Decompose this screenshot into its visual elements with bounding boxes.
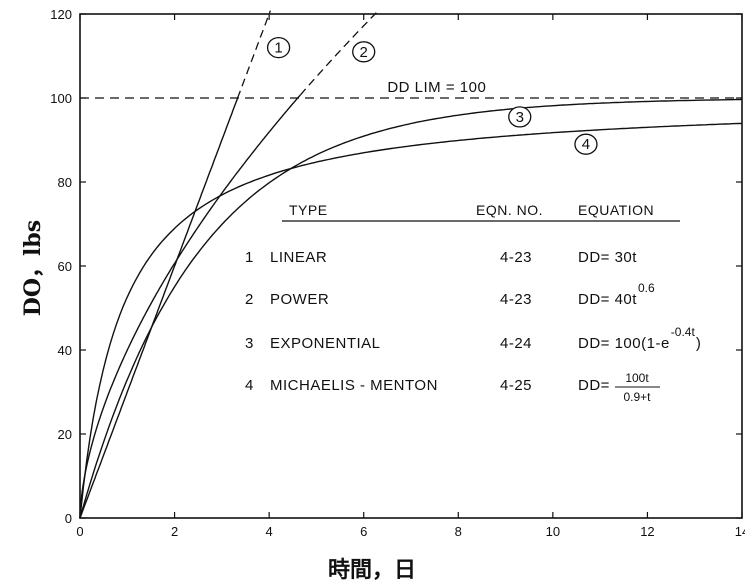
legend-row-type: LINEAR [270, 249, 327, 266]
y-tick-label: 0 [65, 511, 72, 526]
legend-table: TYPE EQN. NO. EQUATION 1 LINEAR 4-23 DD= 30t 2 P… [245, 202, 701, 404]
x-tick-label: 10 [546, 524, 560, 539]
limit-line-group: DD LIM = 100 [80, 79, 742, 99]
curve-label-circle-1 [266, 36, 291, 59]
legend-row-number: 2 [245, 291, 254, 308]
x-axis-title: 時間，日 [328, 557, 416, 583]
y-tick-label: 120 [50, 7, 72, 22]
curve-label-1: 1 [274, 40, 282, 57]
y-axis-title: DO，lbs [20, 220, 46, 316]
series-2-line [79, 94, 301, 519]
y-tick-label: 100 [50, 91, 72, 106]
legend-header-eqn-no: EQN. NO. [476, 202, 543, 218]
legend-row-type: MICHAELIS - MENTON [270, 377, 438, 394]
curve-label-circle-3 [508, 106, 532, 128]
legend-header-equation: EQUATION [578, 202, 654, 218]
legend-row-superscript: -0.4t [671, 325, 696, 339]
legend-row-equation: DD= 30t [578, 249, 637, 266]
series-2-extension [299, 10, 379, 96]
y-tick-label: 40 [58, 343, 72, 358]
legend-header-type: TYPE [289, 202, 328, 218]
x-tick-label: 12 [640, 524, 654, 539]
legend-row-number: 4 [245, 377, 254, 394]
legend-row-type: POWER [270, 291, 329, 308]
curve-label-2: 2 [360, 44, 368, 61]
legend-row-eqn-no: 4-24 [500, 335, 532, 352]
curve-label-4: 4 [582, 136, 590, 153]
x-tick-label: 2 [171, 524, 178, 539]
x-tick-label: 14 [735, 524, 745, 539]
legend-row-number: 3 [245, 335, 254, 352]
limit-line-label: DD LIM = 100 [387, 79, 486, 96]
y-tick-label: 20 [58, 427, 72, 442]
legend-row-superscript: 0.6 [638, 281, 655, 295]
legend-row-type: EXPONENTIAL [270, 335, 381, 352]
legend-row-denominator: 0.9+t [623, 390, 651, 404]
x-tick-label: 6 [360, 524, 367, 539]
series-3-line [79, 98, 742, 519]
legend-row-equation-tail: ) [696, 335, 702, 352]
legend-row-eqn-no: 4-25 [500, 377, 532, 394]
x-tick-label: 4 [266, 524, 273, 539]
series-1-extension [236, 10, 272, 99]
curve-label-circle-2 [352, 41, 376, 63]
tick-group: 02468101214020406080100120 [50, 7, 745, 539]
curve-label-3: 3 [516, 109, 524, 126]
series-group [79, 10, 743, 519]
y-tick-label: 60 [58, 259, 72, 274]
legend-row-number: 1 [245, 249, 254, 266]
series-4-line [79, 122, 743, 519]
x-tick-label: 8 [455, 524, 462, 539]
series-1-line [79, 98, 239, 519]
legend-row-equation: DD= 100(1-e [578, 335, 670, 352]
curve-label-group: 1 2 3 4 [266, 36, 598, 155]
legend-row-numerator: 100t [625, 371, 649, 385]
curve-label-circle-4 [574, 133, 598, 155]
x-tick-label: 0 [76, 524, 83, 539]
y-tick-label: 80 [58, 175, 72, 190]
legend-row-eqn-no: 4-23 [500, 291, 532, 308]
legend-row-equation: DD= [578, 377, 610, 394]
legend-row-equation: DD= 40t [578, 291, 637, 308]
legend-row-eqn-no: 4-23 [500, 249, 532, 266]
